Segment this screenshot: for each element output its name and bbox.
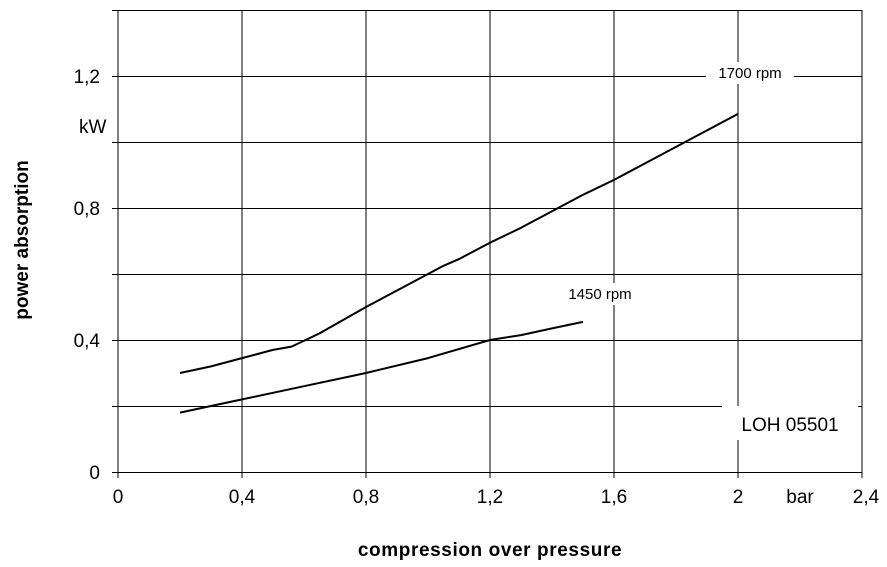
series-labels: 1700 rpm 1450 rpm — [556, 62, 794, 305]
grid — [118, 10, 863, 472]
annotation-background — [722, 406, 858, 440]
axes — [112, 10, 863, 478]
y-axis-title: power absorption — [12, 160, 33, 319]
model-code-annotation: LOH 05501 — [741, 415, 838, 436]
y-tick-label: 0,8 — [74, 199, 100, 220]
x-tick-label: 0 — [113, 487, 124, 508]
x-tick-labels: 0 0,4 0,8 1,2 1,6 2 2,4 — [113, 487, 880, 508]
x-axis-title: compression over pressure — [358, 540, 622, 561]
x-tick-label: 2 — [733, 487, 744, 508]
x-tick-label: 1,6 — [601, 487, 627, 508]
x-unit-label: bar — [786, 487, 814, 508]
y-unit-label: kW — [79, 117, 107, 138]
x-tick-label: 1,2 — [477, 487, 503, 508]
x-tick-label: 0,8 — [353, 487, 379, 508]
y-tick-labels: 0 0,4 0,8 1,2 — [74, 67, 101, 484]
series-label-background — [556, 283, 644, 305]
x-tick-label: 2,4 — [853, 487, 880, 508]
x-tick-label: 0,4 — [229, 487, 256, 508]
series-label-1450-rpm: 1450 rpm — [568, 286, 631, 303]
y-tick-label: 0 — [89, 463, 100, 484]
series-lines — [179, 113, 739, 414]
series-line-1700-rpm — [179, 113, 739, 374]
series-label-background — [706, 62, 794, 84]
series-line-1450-rpm — [179, 320, 584, 414]
series-label-1700-rpm: 1700 rpm — [718, 65, 781, 82]
y-tick-label: 1,2 — [74, 67, 100, 88]
y-tick-label: 0,4 — [74, 331, 101, 352]
